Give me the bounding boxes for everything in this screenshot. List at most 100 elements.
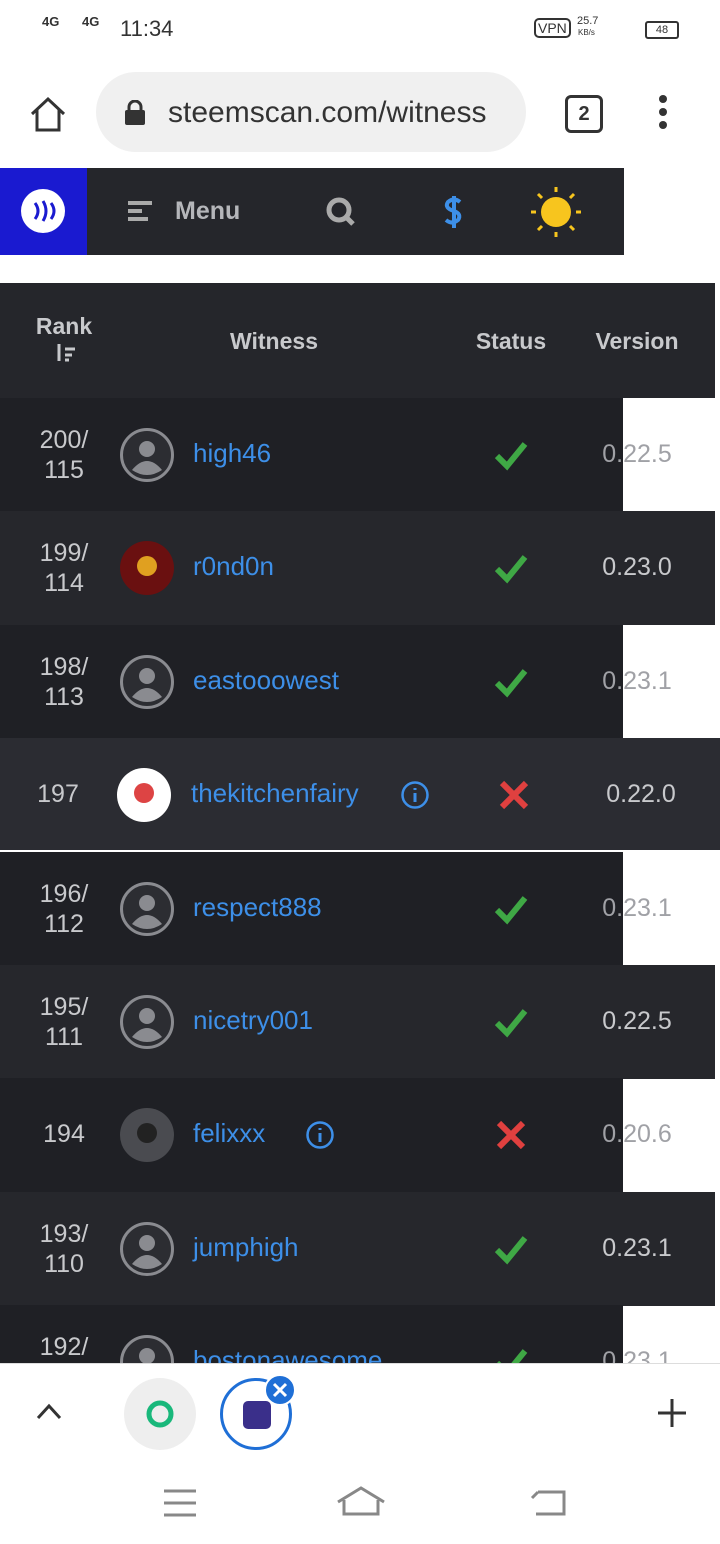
column-header: Rank: [35, 313, 93, 339]
rank: 192/: [39, 1333, 89, 1362]
avatar-detail: [137, 556, 157, 577]
avatar[interactable]: [119, 427, 175, 483]
network: 4G: [82, 14, 100, 29]
status-active: [494, 442, 528, 471]
avatar-head: [139, 667, 155, 684]
column-header: Version: [595, 328, 679, 354]
time: 11:34: [120, 16, 174, 41]
witness-name[interactable]: eastooowest: [193, 664, 339, 695]
rank-sub: 110: [44, 1249, 84, 1278]
info-ring: [401, 781, 429, 809]
battery: 48: [645, 21, 679, 39]
check: [494, 1235, 528, 1265]
avatar[interactable]: [119, 1107, 175, 1163]
price[interactable]: [442, 192, 466, 232]
version: 0.23.1: [602, 1347, 672, 1363]
column-header: Status: [475, 328, 547, 354]
table-row: 193/110 jumphigh 0.23.1: [0, 1191, 715, 1306]
witness-name[interactable]: felixxx: [193, 1118, 266, 1149]
check: [497, 1349, 528, 1363]
witness-name[interactable]: nicetry001: [193, 1005, 313, 1035]
close-tab[interactable]: [264, 1374, 296, 1406]
table-row: 200/115 high46 0.22.5: [0, 398, 672, 512]
tab-bubble-active[interactable]: [220, 1378, 292, 1450]
rank-sub: 114: [44, 569, 84, 598]
status-disabled: [499, 781, 529, 810]
avatar-head: [139, 1008, 155, 1024]
check: [494, 1009, 528, 1038]
speed: 25.7: [577, 15, 599, 27]
home[interactable]: [336, 1484, 386, 1518]
version: 0.23.1: [602, 666, 672, 695]
rank-sub: 111: [44, 1023, 83, 1051]
collapse[interactable]: [36, 1402, 62, 1420]
tab-count[interactable]: 2: [565, 95, 603, 133]
recents[interactable]: [162, 1488, 198, 1518]
tab-strip: [0, 1363, 720, 1463]
info-icon[interactable]: [400, 780, 430, 810]
home-button[interactable]: [28, 94, 68, 134]
check: [494, 555, 528, 584]
avatar-head: [139, 894, 155, 911]
witness-name[interactable]: r0nd0n: [193, 551, 274, 582]
system-nav: [0, 1462, 720, 1544]
column-header: Witness: [230, 328, 318, 354]
avatar-body: [132, 1254, 162, 1269]
witness-name[interactable]: thekitchenfairy: [191, 778, 359, 809]
avatar[interactable]: [119, 1221, 175, 1277]
tab-bubble[interactable]: [124, 1378, 196, 1450]
avatar-body: [132, 914, 162, 929]
overflow-menu[interactable]: [655, 94, 671, 130]
avatar[interactable]: [119, 654, 175, 710]
rank: 198/: [39, 652, 89, 681]
table-row: 199/114 r0nd0n 0.23.0: [0, 511, 715, 626]
witness-name[interactable]: high46: [193, 438, 272, 468]
site-nav: Menu: [0, 168, 624, 255]
avatar-head: [139, 441, 155, 457]
lock-icon: [125, 100, 145, 125]
search[interactable]: [325, 196, 357, 228]
info-icon[interactable]: [305, 1120, 335, 1150]
menu[interactable]: Menu: [175, 197, 241, 225]
version: 0.20.6: [602, 1120, 672, 1149]
avatar-body: [132, 687, 162, 702]
avatar-head: [139, 1348, 155, 1363]
avatar[interactable]: [119, 881, 175, 937]
witness-name[interactable]: bostonawesome: [193, 1345, 383, 1363]
rank: 200/: [39, 426, 89, 454]
status-active: [494, 668, 528, 698]
url: steemscan.com/witness: [168, 96, 487, 129]
sort-icon[interactable]: [55, 341, 77, 363]
new-tab[interactable]: [656, 1397, 688, 1429]
cross: [499, 781, 529, 810]
browser-bar: steemscan.com/witness 2: [0, 56, 720, 168]
avatar[interactable]: [116, 767, 172, 823]
back[interactable]: [530, 1486, 568, 1516]
witness-name[interactable]: jumphigh: [193, 1231, 299, 1262]
table-header: Rank Witness Status Version: [0, 283, 715, 398]
check: [494, 668, 528, 698]
speed-unit: KB/s: [578, 28, 595, 37]
table-row: 195/111 nicetry001 0.22.5: [0, 965, 715, 1079]
version: 0.23.1: [602, 893, 672, 922]
status-active: [494, 1235, 528, 1265]
table-row: 194 felixxx 0.20.6: [0, 1078, 672, 1193]
url-bar[interactable]: steemscan.com/witness: [96, 72, 526, 152]
table-row: 196/112 respect888 0.23.1: [0, 851, 672, 966]
rank: 193/: [39, 1219, 89, 1248]
avatar-body: [132, 1028, 162, 1042]
rank: 196/: [39, 879, 89, 908]
avatar-detail: [137, 1123, 157, 1144]
cross: [496, 1121, 526, 1150]
table-row: 197 thekitchenfairy 0.22.0: [0, 738, 720, 851]
avatar[interactable]: [119, 994, 175, 1050]
version: 0.22.0: [606, 780, 676, 809]
status-active: [497, 1349, 528, 1363]
witness-name[interactable]: respect888: [193, 891, 322, 922]
avatar[interactable]: [119, 540, 175, 596]
version: 0.23.0: [602, 553, 672, 582]
theme-toggle[interactable]: [530, 186, 582, 238]
avatar[interactable]: [119, 1334, 175, 1363]
rank: 194: [43, 1120, 85, 1149]
logo[interactable]: [0, 168, 87, 255]
